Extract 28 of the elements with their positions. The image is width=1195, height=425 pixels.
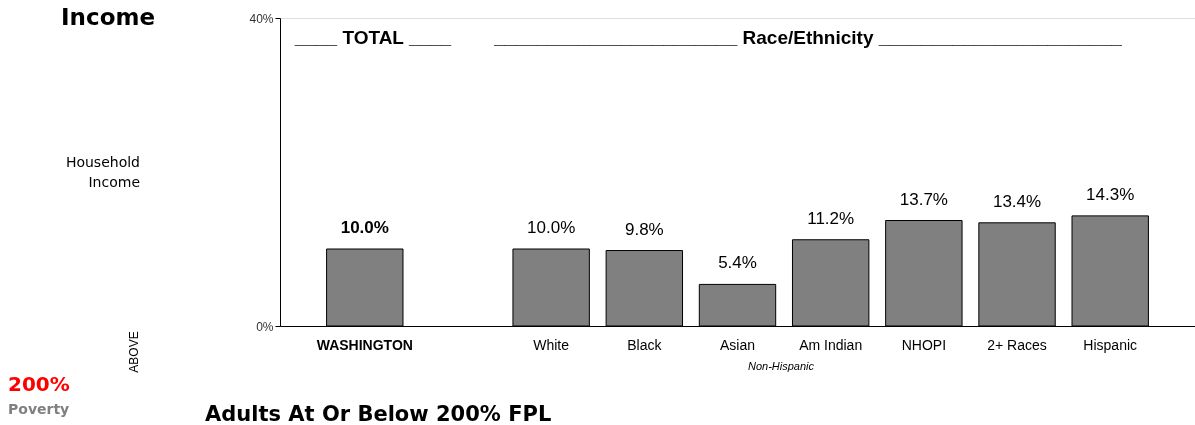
text: Household: [65, 154, 140, 170]
x-tick-label: Black: [627, 336, 663, 353]
data-label: 11.2%: [807, 208, 855, 228]
text: Non-Hispanic: [747, 360, 815, 372]
data-label: 10.0%: [527, 218, 576, 237]
text: Income: [88, 174, 140, 190]
text: 200%: [8, 372, 70, 396]
data-label: 9.8%: [624, 219, 664, 239]
annotation: ____ TOTAL ____: [293, 27, 452, 48]
y-tick-label: 40%: [249, 11, 274, 26]
text: Income: [61, 4, 155, 30]
data-label: 13.7%: [899, 189, 948, 209]
x-tick-label: Am Indian: [799, 336, 863, 353]
data-label: 14.3%: [1086, 184, 1135, 204]
x-tick-label: White: [533, 336, 570, 353]
text: Poverty: [8, 401, 70, 417]
x-tick-label: Asian: [719, 336, 756, 353]
text: Adults At Or Below 200% FPL: [205, 402, 552, 425]
data-label: 5.4%: [718, 253, 757, 273]
x-tick-label: NHOPI: [901, 336, 947, 353]
data-label: 13.4%: [992, 191, 1042, 211]
text: ABOVE: [127, 331, 141, 373]
x-tick-label: WASHINGTON: [316, 336, 413, 353]
annotation: _______________________ Race/Ethnicity _______________________: [493, 27, 1123, 48]
x-tick-label: 2+ Races: [987, 336, 1047, 353]
y-tick-label: 0%: [256, 319, 274, 334]
x-tick-label: Hispanic: [1083, 336, 1138, 353]
data-label: 10.0%: [340, 218, 389, 237]
